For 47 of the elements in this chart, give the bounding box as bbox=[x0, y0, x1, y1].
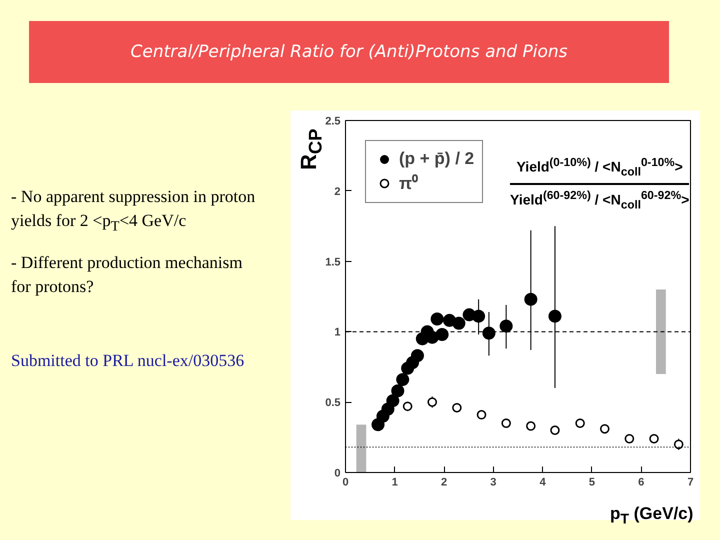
point bbox=[430, 312, 444, 326]
point bbox=[600, 424, 610, 434]
point bbox=[575, 418, 585, 428]
legend-label: (p + p̄) / 2 bbox=[399, 149, 474, 169]
point bbox=[548, 310, 562, 323]
legend-label: π⁰ bbox=[399, 173, 419, 194]
text: - Different production mechanism for protons? bbox=[11, 252, 244, 298]
y-tick-label: 2.5 bbox=[325, 116, 341, 128]
point bbox=[391, 384, 404, 398]
point bbox=[482, 326, 496, 340]
text: - No apparent suppression in proton yields for 2 <p$_{T}$<4 GeV/c bbox=[11, 186, 256, 237]
x-tick-label: 0 bbox=[342, 476, 349, 488]
point bbox=[500, 320, 513, 333]
point bbox=[501, 418, 511, 428]
x-tick-label: 1 bbox=[392, 476, 398, 488]
y-tick-label: 1 bbox=[334, 326, 341, 339]
x-tick-label: 6 bbox=[638, 476, 644, 488]
point bbox=[526, 421, 536, 431]
point bbox=[452, 316, 466, 330]
point bbox=[674, 440, 684, 450]
point bbox=[472, 310, 486, 323]
annotation: Yield$^{(60-92%)}$ / <N$_{coll}$$^{60-92%}$> bbox=[510, 188, 690, 212]
x-tick-label: 3 bbox=[490, 476, 496, 488]
chart-title: Central/Peripheral Ratio for (Anti)Protons and Pions bbox=[29, 21, 669, 83]
x-axis-title: p$_{T}$ (GeV/c) bbox=[610, 503, 694, 530]
point bbox=[436, 328, 449, 342]
text: Submitted to PRL nucl-ex/030536 bbox=[11, 350, 246, 372]
point bbox=[649, 434, 659, 444]
point bbox=[452, 402, 462, 412]
y-tick-label: 0 bbox=[334, 468, 341, 480]
y-tick-label: 2 bbox=[334, 186, 341, 198]
x-tick-label: 4 bbox=[540, 476, 547, 488]
point bbox=[410, 349, 424, 362]
x-tick-label: 7 bbox=[687, 476, 694, 488]
x-tick-label: 5 bbox=[588, 476, 595, 488]
point bbox=[550, 426, 560, 435]
point bbox=[427, 397, 437, 407]
point bbox=[624, 434, 634, 444]
point bbox=[386, 394, 400, 408]
y-tick-label: 1.5 bbox=[325, 256, 341, 268]
point bbox=[476, 410, 486, 420]
point bbox=[402, 402, 412, 412]
x-tick-label: 2 bbox=[441, 476, 448, 488]
y-tick-label: 0.5 bbox=[325, 397, 341, 410]
point bbox=[396, 373, 410, 386]
annotation: Yield$^{(0-10%)}$ / <N$_{coll}$$^{0-10%}$> bbox=[510, 155, 690, 185]
point bbox=[524, 292, 538, 306]
